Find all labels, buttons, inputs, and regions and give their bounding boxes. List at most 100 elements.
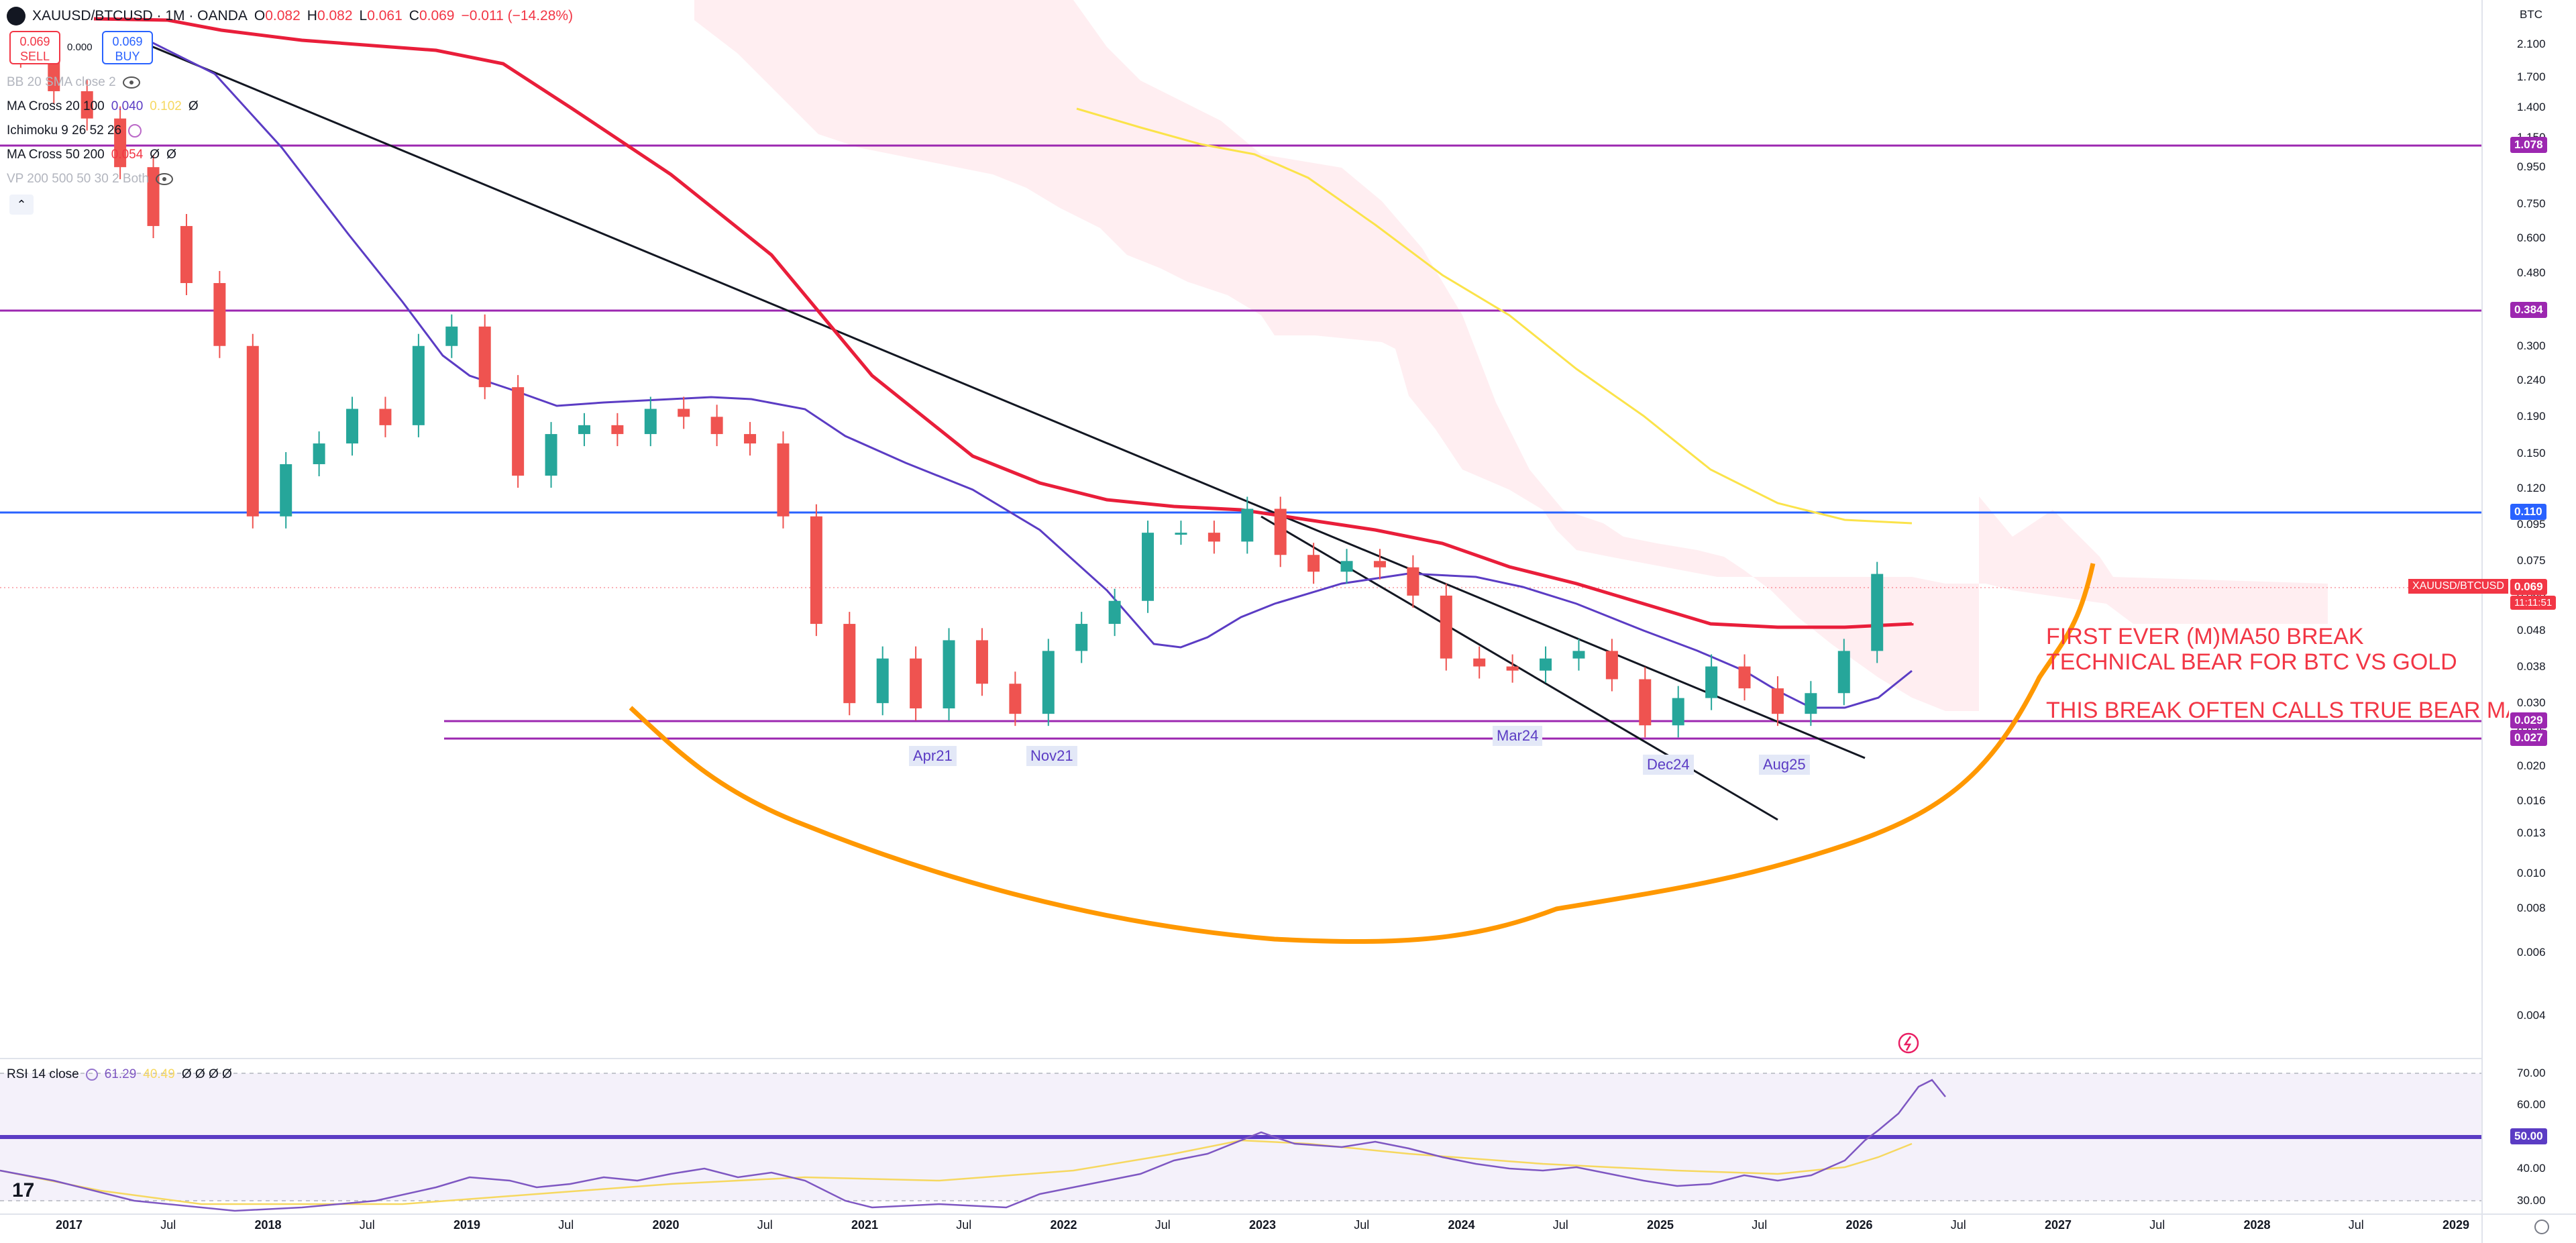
symbol-title[interactable]: XAUUSD/BTCUSD · 1M · OANDA bbox=[32, 8, 248, 23]
rsi-settings-icon[interactable] bbox=[85, 1069, 98, 1081]
candle[interactable] bbox=[1142, 533, 1155, 601]
candle[interactable] bbox=[1307, 555, 1320, 572]
pivot-label[interactable]: Dec24 bbox=[1643, 755, 1694, 775]
time-tick: 2025 bbox=[1647, 1218, 1674, 1232]
rsi-level-label[interactable]: 50.00 bbox=[2510, 1128, 2547, 1144]
candle[interactable] bbox=[313, 443, 325, 464]
candle[interactable] bbox=[1837, 651, 1850, 694]
orange-bowl-curve[interactable] bbox=[629, 563, 2096, 944]
candle[interactable] bbox=[744, 434, 757, 444]
candle[interactable] bbox=[1407, 567, 1419, 596]
candle[interactable] bbox=[180, 225, 193, 283]
candle[interactable] bbox=[346, 409, 359, 444]
chart-settings-icon[interactable] bbox=[2534, 1220, 2549, 1234]
candle[interactable] bbox=[644, 409, 657, 435]
candle[interactable] bbox=[578, 425, 590, 435]
ma20-line[interactable] bbox=[133, 32, 1913, 709]
ichimoku-settings-icon[interactable] bbox=[128, 124, 142, 138]
candle[interactable] bbox=[445, 326, 458, 346]
candle[interactable] bbox=[910, 658, 922, 709]
candle[interactable] bbox=[1605, 651, 1618, 680]
candle[interactable] bbox=[1572, 651, 1585, 659]
rsi-axis-tick: 70.00 bbox=[2517, 1067, 2546, 1079]
candle[interactable] bbox=[1208, 533, 1220, 542]
eye-hidden-icon[interactable] bbox=[156, 173, 173, 185]
indicator-ma-cross-50-200[interactable]: MA Cross 50 200 0.054 Ø Ø bbox=[7, 148, 176, 162]
level-price-label[interactable]: 0.384 bbox=[2510, 302, 2547, 318]
indicator-vp[interactable]: VP 200 500 50 30 2 Both bbox=[7, 169, 173, 189]
candle[interactable] bbox=[512, 387, 525, 476]
rsi-line[interactable] bbox=[0, 1079, 1946, 1212]
buy-button[interactable]: 0.069 BUY bbox=[102, 31, 153, 64]
candle[interactable] bbox=[1705, 666, 1718, 698]
candle[interactable] bbox=[1340, 561, 1353, 572]
candle[interactable] bbox=[810, 516, 822, 625]
candle[interactable] bbox=[246, 345, 259, 517]
annotation-note-2[interactable]: THIS BREAK OFTEN CALLS TRUE BEAR MARK bbox=[2046, 698, 2509, 723]
collapse-legend-button[interactable]: ⌃ bbox=[9, 195, 34, 215]
candle[interactable] bbox=[1440, 595, 1452, 659]
candle[interactable] bbox=[1473, 658, 1486, 667]
pivot-label[interactable]: Aug25 bbox=[1759, 755, 1810, 775]
lightning-icon[interactable] bbox=[1898, 1032, 1919, 1054]
candle[interactable] bbox=[1042, 651, 1055, 714]
ma50-line[interactable] bbox=[93, 17, 1914, 629]
pivot-label[interactable]: Mar24 bbox=[1493, 726, 1543, 746]
current-price-label[interactable]: 0.069 bbox=[2510, 579, 2547, 595]
ma100-line[interactable] bbox=[1076, 107, 1913, 525]
candle[interactable] bbox=[943, 640, 955, 709]
candle[interactable] bbox=[478, 326, 491, 388]
price-tick: 1.400 bbox=[2517, 100, 2546, 113]
candle[interactable] bbox=[545, 434, 557, 476]
time-tick: Jul bbox=[2348, 1218, 2364, 1232]
candle[interactable] bbox=[611, 425, 624, 435]
level-price-label[interactable]: 0.029 bbox=[2510, 712, 2547, 728]
candle[interactable] bbox=[280, 464, 292, 517]
candle[interactable] bbox=[843, 624, 856, 704]
candle[interactable] bbox=[48, 55, 60, 91]
candle[interactable] bbox=[1738, 666, 1751, 689]
eye-hidden-icon[interactable] bbox=[122, 76, 140, 89]
candle[interactable] bbox=[1075, 624, 1088, 651]
candle[interactable] bbox=[1241, 508, 1254, 542]
candle[interactable] bbox=[975, 640, 988, 684]
candle[interactable] bbox=[1373, 561, 1386, 568]
candle[interactable] bbox=[1771, 688, 1784, 714]
trendline-main[interactable] bbox=[120, 32, 1866, 759]
candle[interactable] bbox=[1506, 666, 1519, 671]
pivot-label[interactable]: Nov21 bbox=[1026, 746, 1077, 766]
candle[interactable] bbox=[1274, 508, 1287, 555]
candle[interactable] bbox=[1672, 698, 1684, 726]
candle[interactable] bbox=[678, 409, 690, 417]
level-price-label[interactable]: 0.110 bbox=[2510, 504, 2546, 520]
candle[interactable] bbox=[114, 118, 127, 168]
candle[interactable] bbox=[1009, 684, 1022, 714]
candle[interactable] bbox=[710, 417, 723, 435]
pivot-label[interactable]: Apr21 bbox=[909, 746, 957, 766]
annotation-note-1[interactable]: FIRST EVER (M)MA50 BREAK TECHNICAL BEAR F… bbox=[2046, 624, 2457, 675]
indicator-rsi[interactable]: RSI 14 close 61.29 40.49 Ø Ø Ø Ø bbox=[7, 1067, 232, 1081]
candle[interactable] bbox=[777, 443, 790, 517]
indicator-bb[interactable]: BB 20 SMA close 2 bbox=[7, 72, 140, 93]
candle[interactable] bbox=[1639, 679, 1652, 726]
indicator-ma-cross-20-100[interactable]: MA Cross 20 100 0.040 0.102 Ø bbox=[7, 99, 199, 113]
sell-button[interactable]: 0.069 SELL bbox=[9, 31, 60, 64]
candle[interactable] bbox=[876, 658, 889, 704]
candle[interactable] bbox=[1108, 600, 1121, 625]
candle[interactable] bbox=[80, 91, 93, 119]
candle[interactable] bbox=[379, 409, 392, 425]
candle[interactable] bbox=[1871, 574, 1884, 651]
indicator-ichimoku[interactable]: Ichimoku 9 26 52 26 bbox=[7, 121, 142, 141]
ichimoku-cloud bbox=[694, 0, 2328, 711]
candle[interactable] bbox=[1805, 693, 1817, 714]
level-price-label[interactable]: 0.027 bbox=[2510, 730, 2547, 746]
rsi-axis-tick: 30.00 bbox=[2517, 1194, 2546, 1207]
level-price-label[interactable]: 1.078 bbox=[2510, 137, 2547, 153]
tradingview-logo-icon[interactable]: 17 bbox=[12, 1179, 35, 1201]
candle[interactable] bbox=[1175, 533, 1187, 535]
candle[interactable] bbox=[1540, 658, 1552, 671]
candle[interactable] bbox=[213, 282, 226, 346]
ohlc-open: O0.082 bbox=[254, 8, 301, 23]
candle[interactable] bbox=[412, 345, 425, 425]
